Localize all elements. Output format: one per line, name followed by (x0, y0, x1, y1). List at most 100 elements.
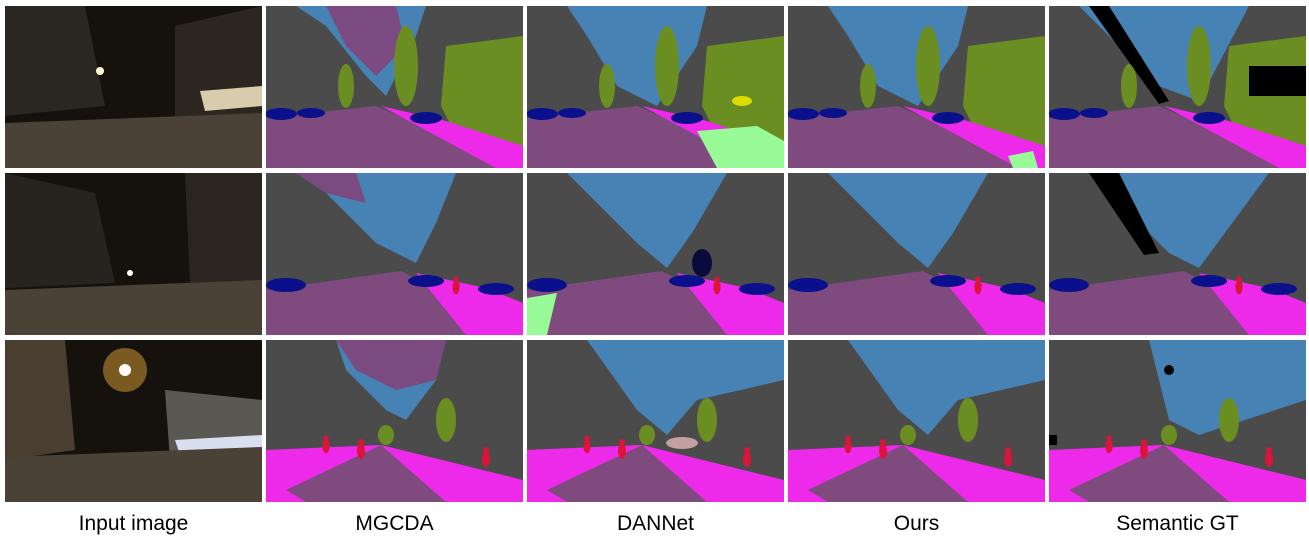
car-segment (1049, 108, 1080, 120)
person-segment (1005, 447, 1011, 453)
vegetation-segment (441, 36, 523, 146)
sky-region (587, 340, 784, 435)
car-segment (671, 112, 703, 124)
scene-3-ours-image (788, 340, 1045, 502)
person-segment (1265, 451, 1273, 467)
road-region (547, 445, 707, 502)
person-segment (584, 435, 590, 441)
scene-3-dannet-image (527, 340, 784, 502)
scene-1-photo-image (5, 6, 262, 168)
vegetation-segment (1219, 398, 1239, 442)
vegetation-segment (394, 26, 418, 106)
person-segment (714, 276, 720, 282)
road-photo-region (5, 447, 262, 502)
person-segment (322, 438, 330, 454)
scene-2-gt-image (1049, 173, 1306, 335)
street-lamp (127, 270, 133, 276)
sidewalk-region (1199, 273, 1306, 335)
ignored-region (1089, 173, 1159, 255)
street-lamp (96, 67, 104, 75)
car-segment (1000, 283, 1036, 295)
terrain-segment (697, 126, 784, 168)
road-photo-region (5, 113, 262, 168)
sky-region (567, 173, 727, 268)
column-label-input: Input image (78, 512, 189, 535)
traffic-sign-segment (732, 96, 752, 106)
person-segment (618, 443, 626, 459)
vegetation-segment (378, 425, 394, 445)
scene-1-gt-image (1049, 6, 1306, 168)
car-segment (408, 275, 444, 287)
car-segment (1049, 278, 1089, 292)
car-segment (788, 108, 819, 120)
building-photo-region (175, 6, 262, 146)
building-photo-region (5, 6, 105, 116)
vegetation-segment (860, 64, 876, 108)
person-segment (744, 447, 750, 453)
car-segment (266, 278, 306, 292)
ignored-region (1089, 6, 1169, 104)
vegetation-segment (338, 64, 354, 108)
terrain-segment (527, 293, 557, 335)
vegetation-segment (655, 26, 679, 106)
vegetation-segment (1161, 425, 1177, 445)
scene-3-gt-image (1049, 340, 1306, 502)
person-segment (974, 279, 982, 295)
car-segment (932, 112, 964, 124)
sky-region (1089, 173, 1269, 268)
ignored-region (1249, 66, 1306, 96)
terrain-segment (1008, 151, 1038, 168)
building-photo-region (185, 173, 262, 293)
person-segment (713, 279, 721, 295)
ignored-region (1049, 435, 1057, 445)
road-region (1049, 106, 1306, 168)
building-photo-region (5, 173, 115, 288)
building-photo-region (5, 340, 75, 460)
person-segment (975, 276, 981, 282)
person-segment (844, 438, 852, 454)
car-segment (669, 275, 705, 287)
person-segment (358, 439, 364, 445)
vegetation-segment (963, 36, 1045, 146)
scene-3-mgcda-image (266, 340, 523, 502)
car-segment (410, 112, 442, 124)
vegetation-segment (1187, 26, 1211, 106)
scene-2-dannet-image (527, 173, 784, 335)
vegetation-segment (639, 425, 655, 445)
road-region (1069, 445, 1229, 502)
road-region (808, 445, 968, 502)
misclass-segment (666, 437, 698, 449)
person-segment (879, 443, 887, 459)
car-segment (558, 108, 586, 118)
road-region (788, 106, 1045, 168)
car-segment (527, 108, 558, 120)
street-lamp (119, 364, 131, 376)
vegetation-segment (1121, 64, 1137, 108)
sidewalk-region (938, 273, 1045, 335)
car-segment (1080, 108, 1108, 118)
person-segment (1235, 279, 1243, 295)
person-segment (323, 435, 329, 441)
person-segment (1106, 435, 1112, 441)
column-label-dannet: DANNet (616, 512, 695, 535)
car-segment (930, 275, 966, 287)
car-segment (819, 108, 847, 118)
person-segment (357, 443, 365, 459)
road-misclass-region (296, 173, 366, 203)
person-segment (482, 451, 490, 467)
person-segment (1236, 276, 1242, 282)
road-misclass-region (336, 340, 446, 390)
scene-2-photo-image (5, 173, 262, 335)
person-segment (743, 451, 751, 467)
person-segment (453, 276, 459, 282)
vegetation-segment (702, 36, 784, 146)
vegetation-segment (900, 425, 916, 445)
sky-region (848, 340, 1045, 435)
ignored-region (1164, 365, 1174, 375)
person-segment (619, 439, 625, 445)
sky-region (828, 173, 988, 268)
vegetation-segment (916, 26, 940, 106)
person-segment (845, 435, 851, 441)
person-segment (880, 439, 886, 445)
